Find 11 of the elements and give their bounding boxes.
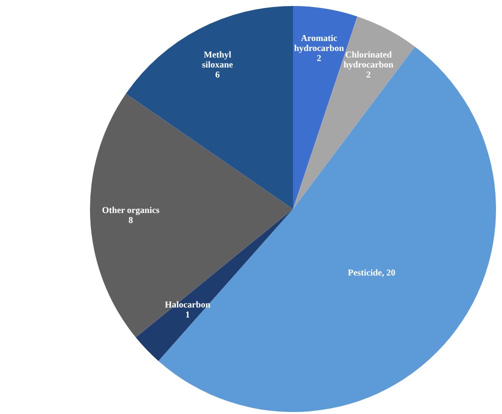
slice-label: Other organics	[102, 204, 160, 215]
data-label: 8	[128, 214, 134, 225]
slice-label: Pesticide, 20	[348, 268, 396, 278]
slice-label: Halocarbon	[164, 300, 210, 310]
data-label: 1	[185, 310, 190, 320]
data-label: 2	[316, 53, 322, 64]
slice-label: Methyl siloxane	[202, 50, 234, 70]
slice-label: Chlorinated hydrocarbon	[344, 50, 394, 70]
slice-label: Aromatic hydrocarbon	[294, 33, 344, 54]
data-label: 2	[366, 70, 372, 80]
data-label: 6	[215, 70, 220, 80]
